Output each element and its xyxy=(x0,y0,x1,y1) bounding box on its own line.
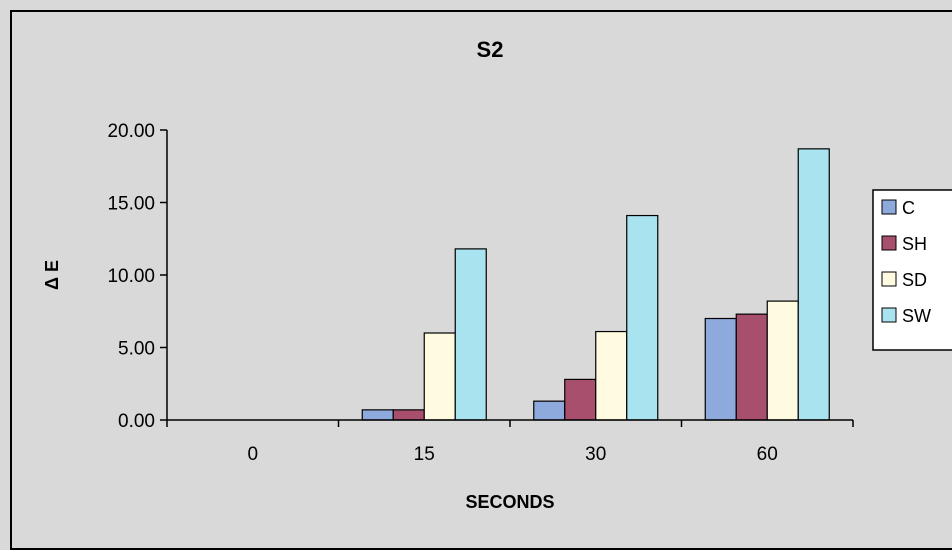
axes-group: 0.00 5.00 10.00 15.00 20.00 0 15 30 60 xyxy=(107,121,854,465)
bar-sw-15 xyxy=(454,248,487,421)
bar-sd-30 xyxy=(595,330,628,421)
legend-swatch-c xyxy=(881,199,897,215)
bar-c-60 xyxy=(704,317,737,421)
bars-group xyxy=(361,148,830,421)
x-tick-label: 15 xyxy=(414,444,435,465)
x-tick-label: 30 xyxy=(585,444,606,465)
legend-swatch-sw xyxy=(881,307,897,323)
legend: C SH SD SW xyxy=(872,189,952,351)
y-tick-label: 15.00 xyxy=(107,194,155,215)
legend-box xyxy=(872,189,952,351)
legend-label-sh: SH xyxy=(902,234,927,254)
bar-c-30 xyxy=(533,400,566,421)
y-tick-label: 20.00 xyxy=(107,121,155,142)
x-axis-title: SECONDS xyxy=(465,492,554,512)
y-tick-label: 5.00 xyxy=(118,339,155,360)
bar-c-15 xyxy=(361,409,394,421)
bar-sh-15 xyxy=(392,409,425,421)
legend-label-sw: SW xyxy=(902,306,931,326)
bar-sh-30 xyxy=(564,378,597,421)
bar-sd-60 xyxy=(766,300,799,421)
bar-sw-30 xyxy=(626,214,659,421)
legend-swatch-sh xyxy=(881,235,897,251)
legend-label-sd: SD xyxy=(902,270,927,290)
bar-sw-60 xyxy=(797,148,830,421)
legend-swatch-sd xyxy=(881,271,897,287)
bar-sh-60 xyxy=(735,313,768,421)
x-tick-label: 60 xyxy=(757,444,778,465)
y-axis-title: Δ E xyxy=(42,260,62,290)
chart-title: S2 xyxy=(477,37,504,62)
bar-sd-15 xyxy=(423,332,456,421)
legend-label-c: C xyxy=(902,198,915,218)
x-tick-label: 0 xyxy=(247,444,258,465)
y-tick-label: 10.00 xyxy=(107,266,155,287)
y-tick-label: 0.00 xyxy=(118,411,155,432)
